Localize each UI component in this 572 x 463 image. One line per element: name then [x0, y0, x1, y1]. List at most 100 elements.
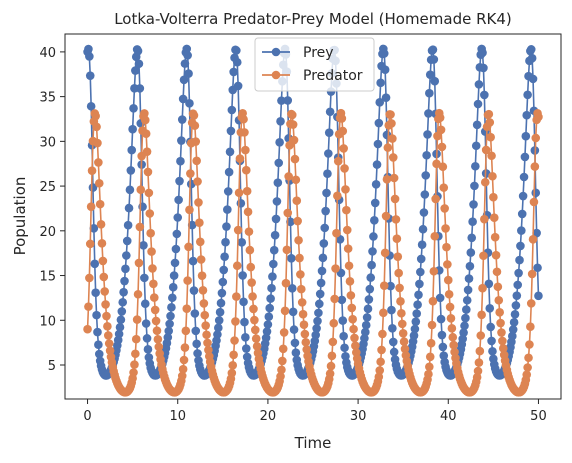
predator-point: [330, 294, 339, 304]
predator-point: [87, 166, 97, 176]
predator-point: [342, 205, 351, 215]
prey-point: [276, 117, 285, 126]
predator-point: [347, 303, 357, 313]
prey-point: [319, 239, 329, 248]
prey-point: [274, 158, 284, 168]
predator-point: [296, 284, 306, 294]
predator-point: [328, 337, 338, 347]
prey-point: [473, 99, 483, 109]
predator-point: [195, 237, 205, 247]
prey-point: [527, 53, 537, 63]
predator-point: [429, 266, 439, 276]
predator-point: [248, 292, 257, 301]
prey-point: [324, 149, 333, 158]
predator-point: [151, 316, 161, 326]
prey-point: [381, 93, 391, 102]
predator-point: [132, 315, 142, 324]
predator-point: [277, 365, 286, 375]
predator-point: [177, 371, 187, 381]
y-tick-label: 35: [39, 91, 56, 106]
prey-point: [172, 229, 182, 239]
prey-point: [174, 195, 183, 205]
prey-point: [124, 203, 134, 213]
predator-point: [445, 302, 455, 312]
predator-point: [487, 151, 496, 161]
prey-point: [522, 110, 532, 120]
prey-point: [133, 46, 143, 56]
prey-point: [416, 267, 425, 277]
prey-point: [289, 325, 299, 334]
prey-point: [168, 293, 177, 303]
prey-point: [189, 286, 199, 295]
predator-point: [381, 211, 391, 221]
prey-point: [437, 330, 447, 340]
predator-point: [244, 227, 254, 236]
predator-point: [142, 147, 152, 156]
predator-point: [189, 111, 199, 120]
prey-point: [261, 333, 271, 343]
predator-point: [252, 341, 262, 351]
prey-point: [388, 337, 398, 347]
predator-point: [147, 247, 156, 256]
prey-point: [122, 251, 131, 260]
prey-point: [340, 343, 349, 353]
prey-point: [416, 254, 426, 264]
prey-point: [175, 176, 184, 186]
prey-point: [363, 304, 373, 314]
predator-point: [85, 273, 94, 283]
predator-point: [342, 225, 352, 235]
predator-point: [278, 356, 287, 366]
prey-point: [468, 217, 477, 227]
predator-point: [433, 131, 442, 141]
prey-point: [129, 104, 138, 113]
predator-point: [341, 185, 350, 194]
predator-point: [484, 109, 494, 119]
prey-point: [167, 303, 176, 312]
predator-point: [486, 132, 495, 142]
prey-point: [140, 299, 150, 309]
predator-point: [294, 235, 303, 245]
chart-title: Lotka-Volterra Predator-Prey Model (Home…: [114, 10, 512, 28]
prey-point: [462, 295, 472, 305]
predator-point: [425, 362, 434, 372]
prey-point: [479, 63, 488, 73]
prey-point: [318, 253, 328, 263]
predator-point: [298, 309, 308, 319]
x-tick-label: 20: [260, 409, 277, 424]
predator-point: [202, 330, 211, 340]
prey-point: [116, 315, 126, 325]
predator-point: [101, 300, 110, 309]
prey-point: [239, 297, 248, 307]
predator-point: [239, 114, 248, 124]
predator-point: [446, 313, 456, 323]
predator-point: [194, 198, 203, 207]
prey-point: [315, 289, 325, 299]
prey-point: [164, 326, 174, 336]
predator-point: [301, 337, 311, 347]
predator-point: [400, 344, 410, 354]
prey-point: [388, 324, 397, 333]
prey-point: [220, 252, 229, 261]
prey-point: [316, 278, 326, 288]
predator-point: [278, 344, 288, 354]
predator-point: [135, 222, 145, 232]
predator-point: [447, 324, 457, 333]
predator-point: [526, 322, 535, 332]
prey-point: [290, 338, 300, 348]
prey-point: [472, 120, 482, 130]
prey-point: [322, 188, 331, 198]
predator-point: [497, 328, 506, 337]
prey-point: [486, 322, 495, 332]
predator-point: [276, 372, 285, 381]
y-tick-label: 5: [48, 359, 56, 374]
prey-point: [325, 107, 335, 117]
prey-point: [94, 349, 104, 359]
predator-point: [130, 360, 139, 369]
prey-point: [376, 78, 385, 88]
predator-point: [331, 264, 340, 273]
prey-point: [232, 57, 242, 67]
predator-point: [449, 340, 458, 350]
prey-point: [435, 293, 445, 303]
prey-point: [419, 208, 429, 217]
predator-point: [201, 321, 210, 330]
